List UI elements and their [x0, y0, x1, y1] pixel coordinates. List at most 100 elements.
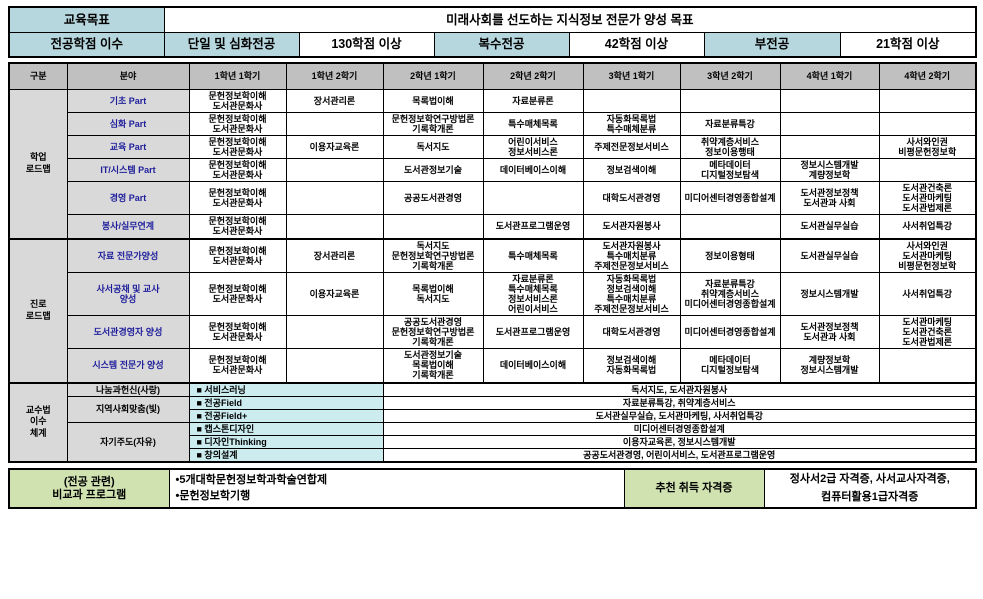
- teaching-method-courses: 도서관실무실습, 도서관마케팅, 사서취업특강: [382, 408, 977, 423]
- course-cell: 도서관정보정책 도서관과 사회: [779, 315, 880, 350]
- extracurricular-item: 5개대학문헌정보학과학술연합제: [176, 473, 622, 489]
- course-cell: [285, 157, 384, 183]
- course-cell: 자료분류특강: [679, 111, 781, 136]
- field-label: 자료 전문가양성: [66, 238, 190, 273]
- course-cell: 문헌정보학이해 도서관문화사: [188, 238, 287, 273]
- course-cell: 목록법이해: [382, 88, 484, 113]
- course-cell: 도서관정보정책 도서관과 사회: [779, 181, 880, 216]
- course-cell: 미디어센터경영종합설계: [679, 181, 781, 216]
- course-cell: 장서관리론: [285, 88, 384, 113]
- course-cell: 자동화목록법 특수매체분류: [582, 111, 681, 136]
- teaching-row: 교수법 이수 체계 나눔과헌신(사랑) ■ 서비스러닝 독서지도, 도서관자원봉사: [8, 381, 977, 463]
- section-label-1: 진로 로드맵: [8, 237, 68, 384]
- course-cell: 자료분류론 특수매체목록 정보서비스론 어린이서비스: [482, 271, 584, 317]
- column-header-7: 3학년 2학기: [679, 62, 781, 90]
- field-label: 기초 Part: [66, 88, 190, 113]
- table-row: 봉사/실무연계 문헌정보학이해 도서관문화사 도서관프로그램운영 도서관자원봉사 도서관실…: [9, 214, 977, 240]
- teaching-method-courses: 독서지도, 도서관자원봉사: [382, 381, 977, 397]
- course-cell: [285, 111, 384, 136]
- table-row: 교육 Part 문헌정보학이해 도서관문화사 이용자교육론 독서지도 어린이서비스 정보서비…: [9, 134, 977, 159]
- course-cell: 독서지도: [382, 134, 484, 159]
- table-row: 학업 로드맵 기초 Part 문헌정보학이해 도서관문화사 장서관리론 목록법이해 자료분류론: [8, 88, 977, 240]
- course-cell: 문헌정보학이해 도서관문화사: [188, 348, 287, 384]
- grid-body: 학업 로드맵 기초 Part 문헌정보학이해 도서관문화사 장서관리론 목록법이해 자료분류론…: [8, 88, 977, 463]
- table-row: IT/시스템 Part 문헌정보학이해 도서관문화사 도서관정보기술 데이터베이스이해 정…: [9, 157, 977, 183]
- certificate-label: 추천 취득 자격증: [623, 468, 765, 509]
- course-cell: 문헌정보학이해 도서관문화사: [188, 181, 287, 216]
- course-cell: 대학도서관경영: [582, 181, 681, 216]
- course-cell: 정보이용형태: [679, 238, 781, 273]
- teaching-method-courses: 공공도서관경영, 어린이서비스, 도서관프로그램운영: [382, 447, 977, 463]
- course-cell: 도서관실무실습: [779, 238, 880, 273]
- course-cell: [878, 348, 977, 384]
- credit-type-0: 단일 및 심화전공: [163, 31, 300, 58]
- course-cell: 정보검색이해 자동화목록법: [582, 348, 681, 384]
- teaching-method-name[interactable]: ■ 서비스러닝: [188, 381, 384, 397]
- table-row: 시스템 전문가 양성 문헌정보학이해 도서관문화사 도서관정보기술 목록법이해 기록학개론…: [9, 348, 977, 384]
- course-cell: 데이터베이스이해: [482, 157, 584, 183]
- field-label: IT/시스템 Part: [66, 157, 190, 183]
- field-label: 심화 Part: [66, 111, 190, 136]
- course-cell: 자동화목록법 정보검색이해 특수매치분류 주제전문정보서비스: [582, 271, 681, 317]
- course-cell: [582, 88, 681, 113]
- credit-type-1: 복수전공: [433, 31, 570, 58]
- course-cell: [878, 111, 977, 136]
- teaching-method-name[interactable]: ■ 창의설계: [188, 447, 384, 463]
- course-cell: 도서관프로그램운영: [482, 214, 584, 240]
- extracurricular-items: 5개대학문헌정보학과학술연합제문헌정보학기행: [168, 468, 625, 509]
- course-cell: 공공도서관경영: [382, 181, 484, 216]
- credit-value-0: 130학점 이상: [298, 31, 435, 58]
- course-cell: [285, 348, 384, 384]
- course-cell: 취약계층서비스 정보이용행태: [679, 134, 781, 159]
- teaching-row: 지역사회맞춤(빛) ■ 전공Field 자료분류특강, 취약계층서비스: [9, 395, 977, 423]
- teaching-method-name[interactable]: ■ 전공Field: [188, 395, 384, 410]
- course-cell: 사서와인권 도서관마케팅 비평문헌정보학: [878, 238, 977, 273]
- course-cell: [679, 88, 781, 113]
- teaching-method-courses: 이용자교육론, 정보시스템개발: [382, 434, 977, 449]
- extracurricular-label: (전공 관련) 비교과 프로그램: [8, 468, 170, 509]
- course-cell: 문헌정보학이해 도서관문화사: [188, 271, 287, 317]
- course-cell: 목록법이해 독서지도: [382, 271, 484, 317]
- course-cell: [285, 214, 384, 240]
- course-cell: 데이터베이스이해: [482, 348, 584, 384]
- certificate-value: 정사서2급 자격증, 사서교사자격증, 컴퓨터활용1급자격증: [763, 468, 977, 509]
- teaching-method-name[interactable]: ■ 디자인Thinking: [188, 434, 384, 449]
- course-cell: 사서취업특강: [878, 214, 977, 240]
- field-label: 경영 Part: [66, 181, 190, 216]
- course-cell: 장서관리론: [285, 238, 384, 273]
- course-cell: [482, 181, 584, 216]
- teaching-method-name[interactable]: ■ 전공Field+: [188, 408, 384, 423]
- column-header-9: 4학년 2학기: [878, 62, 977, 90]
- course-cell: [679, 214, 781, 240]
- course-cell: 대학도서관경영: [582, 315, 681, 350]
- teaching-category: 나눔과헌신(사랑): [66, 381, 190, 397]
- column-header-4: 2학년 1학기: [382, 62, 484, 90]
- course-cell: 사서와인권 비평문헌정보학: [878, 134, 977, 159]
- course-cell: 도서관자원봉사 특수매치분류 주제전문정보서비스: [582, 238, 681, 273]
- course-cell: 공공도서관경영 문헌정보학연구방법론 기록학개론: [382, 315, 484, 350]
- table-row: 진로 로드맵 자료 전문가양성 문헌정보학이해 도서관문화사 장서관리론 독서지도 문헌정보학…: [8, 237, 977, 384]
- field-label: 도서관경영자 양성: [66, 315, 190, 350]
- teaching-row: ■ 전공Field+ 도서관실무실습, 도서관마케팅, 사서취업특강: [9, 408, 977, 423]
- course-cell: 도서관마케팅 도서관건축론 도서관법제론: [878, 315, 977, 350]
- extracurricular-table: (전공 관련)비교과 프로그램 5개대학문헌정보학과학술연합제문헌정보학기행 추…: [8, 468, 977, 510]
- teaching-method-courses: 미디어센터경영종합설계: [382, 421, 977, 436]
- course-cell: 어린이서비스 정보서비스론: [482, 134, 584, 159]
- course-cell: 문헌정보학이해 도서관문화사: [188, 315, 287, 350]
- column-header-5: 2학년 2학기: [482, 62, 584, 90]
- section-label-0: 학업 로드맵: [8, 88, 68, 240]
- column-header-0: 구분: [8, 62, 68, 90]
- extracurricular-item: 문헌정보학기행: [176, 489, 622, 505]
- course-cell: 주제전문정보서비스: [582, 134, 681, 159]
- column-header-2: 1학년 1학기: [188, 62, 287, 90]
- course-cell: 계량정보학 정보시스템개발: [779, 348, 880, 384]
- column-header-3: 1학년 2학기: [285, 62, 384, 90]
- field-label: 사서공채 및 교사 양성: [66, 271, 190, 317]
- course-cell: [779, 88, 880, 113]
- goal-value: 미래사회를 선도하는 지식정보 전문가 양성 목표: [163, 6, 977, 33]
- table-row: 경영 Part 문헌정보학이해 도서관문화사 공공도서관경영 대학도서관경영 미디어센터경…: [9, 181, 977, 216]
- course-cell: 자료분류론: [482, 88, 584, 113]
- teaching-method-name[interactable]: ■ 캡스톤디자인: [188, 421, 384, 436]
- course-cell: 문헌정보학이해 도서관문화사: [188, 134, 287, 159]
